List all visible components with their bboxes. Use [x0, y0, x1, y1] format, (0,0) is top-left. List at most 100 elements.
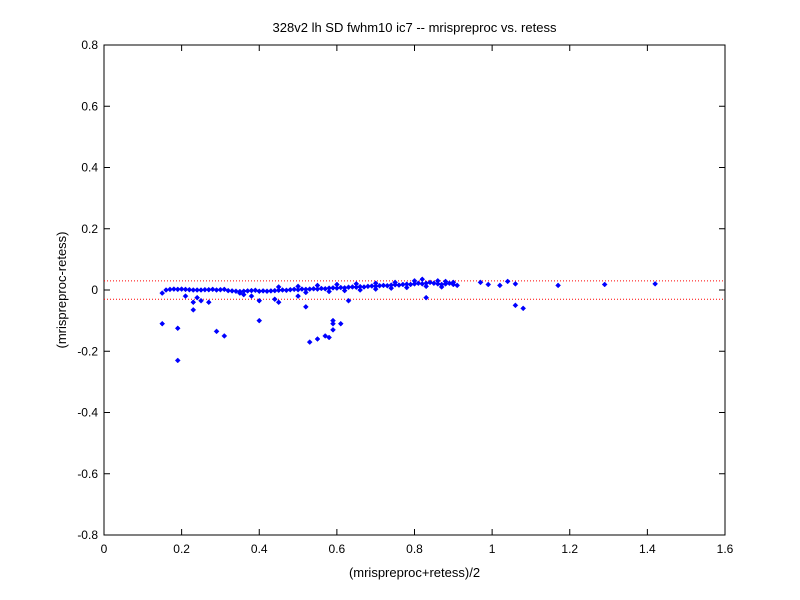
y-tick-label: 0.6 [81, 99, 98, 113]
data-point [159, 320, 166, 327]
data-point [256, 317, 263, 324]
x-tick-label: 1.6 [717, 542, 734, 556]
data-point [330, 285, 336, 291]
data-point [306, 339, 313, 345]
data-point [652, 281, 658, 287]
data-point [171, 286, 177, 292]
data-point [202, 286, 208, 293]
data-point [190, 299, 197, 306]
data-point [423, 294, 429, 301]
data-point [225, 287, 232, 294]
data-point [190, 307, 197, 313]
data-point [240, 291, 247, 298]
data-point [434, 277, 441, 284]
x-tick-label: 0.8 [406, 542, 423, 556]
y-tick-label: -0.2 [77, 344, 98, 358]
y-tick-label: -0.8 [77, 528, 98, 542]
y-tick-label: 0.2 [81, 222, 98, 236]
y-tick-label: -0.6 [77, 467, 98, 481]
data-point [423, 283, 429, 290]
data-point [190, 287, 197, 293]
data-point [194, 287, 201, 293]
data-point [302, 303, 309, 310]
data-point [271, 296, 278, 303]
data-point [372, 286, 379, 292]
data-point [337, 284, 344, 291]
data-point [477, 279, 484, 286]
x-tick-label: 0.6 [329, 542, 346, 556]
data-point [512, 302, 519, 309]
chart-title: 328v2 lh SD fwhm10 ic7 -- mrispreproc vs… [273, 20, 557, 35]
data-point [182, 293, 189, 299]
x-tick-label: 1 [489, 542, 496, 556]
data-point [330, 320, 336, 327]
data-point [314, 282, 321, 289]
data-point [601, 281, 608, 288]
data-point [256, 297, 263, 304]
data-point [380, 282, 387, 289]
data-point [302, 289, 309, 296]
data-point [485, 281, 492, 288]
data-point [555, 282, 561, 289]
data-point [353, 281, 360, 287]
axis-ticks: 0 0.2 0.4 0.6 0.8 1 1.2 1.4 1.6 0.8 0.6 0.4 0.2 0 -0.2… [77, 38, 733, 556]
data-point [295, 283, 301, 290]
y-tick-label: 0.4 [81, 161, 98, 175]
data-point [182, 286, 189, 293]
data-point [295, 293, 301, 299]
data-point [450, 279, 457, 286]
y-axis-label: (mrispreproc-retess) [54, 231, 69, 348]
data-point [159, 290, 166, 296]
data-point [310, 285, 317, 292]
data-point [236, 290, 243, 296]
data-point [504, 278, 511, 285]
x-tick-label: 1.4 [639, 542, 656, 556]
data-point [194, 294, 201, 301]
data-point [419, 276, 426, 283]
data-point [431, 280, 437, 287]
data-point [209, 286, 216, 293]
data-point [438, 284, 445, 290]
data-point [322, 333, 329, 339]
data-point [198, 297, 204, 304]
data-point [368, 283, 375, 289]
data-point [233, 288, 239, 295]
data-point [174, 325, 181, 332]
data-point [275, 299, 282, 306]
data-point [299, 286, 305, 292]
y-tick-label: 0 [91, 283, 98, 297]
data-point [454, 282, 461, 289]
x-tick-label: 1.2 [561, 542, 578, 556]
data-point [427, 279, 433, 286]
data-point [520, 305, 527, 312]
data-point [330, 326, 336, 333]
y-tick-label: -0.4 [77, 406, 98, 420]
data-point [318, 285, 325, 292]
data-point [279, 287, 286, 293]
data-point [345, 297, 352, 304]
data-point [291, 286, 298, 293]
data-point [221, 333, 228, 339]
data-point [403, 284, 410, 291]
data-point [411, 277, 418, 284]
data-point [388, 285, 395, 292]
y-tick-label: 0.8 [81, 38, 98, 52]
data-point [252, 287, 259, 294]
data-point [392, 279, 398, 286]
x-tick-label: 0 [101, 542, 108, 556]
data-point [337, 320, 344, 327]
data-point [497, 282, 503, 289]
data-point [349, 284, 356, 290]
data-point [434, 281, 441, 287]
data-point [512, 281, 519, 287]
data-point [248, 293, 255, 299]
data-point [326, 288, 332, 295]
data-point [326, 334, 332, 341]
data-point [357, 287, 364, 293]
data-point [174, 357, 181, 364]
data-point [442, 278, 449, 285]
data-point [275, 284, 282, 290]
data-point [314, 336, 321, 342]
data-point [415, 280, 422, 287]
